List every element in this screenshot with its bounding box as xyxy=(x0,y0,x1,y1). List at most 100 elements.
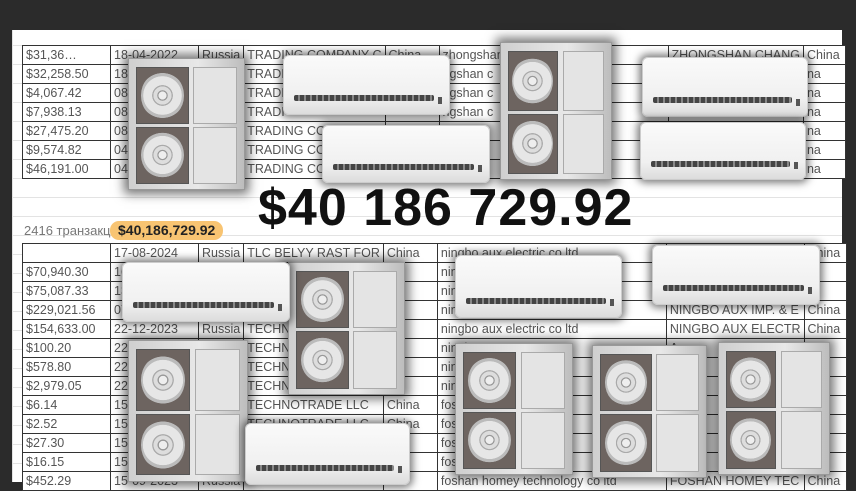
table-cell: $75,087.33 xyxy=(22,281,111,301)
outdoor-ac-unit-icon xyxy=(128,340,248,482)
table-cell: $6.14 xyxy=(22,395,111,415)
panel xyxy=(193,126,238,184)
table-cell: $7,938.13 xyxy=(22,102,111,122)
table-cell: China xyxy=(802,45,846,65)
panel xyxy=(193,66,238,124)
table-cell: $27,475.20 xyxy=(22,121,111,141)
outdoor-ac-unit-icon xyxy=(288,262,405,395)
panel xyxy=(353,331,398,389)
table-cell: $27.30 xyxy=(22,433,111,453)
vent xyxy=(650,160,791,167)
fan-icon xyxy=(725,411,777,469)
vent xyxy=(662,285,805,292)
table-cell: $46,191.00 xyxy=(22,159,111,179)
table-cell: na xyxy=(802,102,846,122)
table-cell: TLC BELYY RAST FOR xyxy=(243,243,384,263)
table-cell: China xyxy=(382,395,438,415)
fan-icon xyxy=(462,351,517,409)
fan-icon xyxy=(599,353,652,412)
wall-ac-unit-icon xyxy=(652,245,820,305)
table-cell: na xyxy=(802,64,846,84)
fan-icon xyxy=(136,349,191,411)
vent xyxy=(652,97,793,104)
fan-icon xyxy=(462,411,517,469)
panel xyxy=(520,351,566,409)
panel xyxy=(520,411,566,469)
table-cell: $4,067.42 xyxy=(22,83,111,103)
table-cell: China xyxy=(382,243,438,263)
wall-ac-unit-icon xyxy=(122,262,290,322)
indicator-light xyxy=(478,164,483,172)
outdoor-ac-unit-icon xyxy=(592,345,707,478)
table-cell: $9,574.82 xyxy=(22,140,111,160)
wall-ac-unit-icon xyxy=(640,122,806,180)
table-cell: $16.15 xyxy=(22,452,111,472)
table-cell: $100.20 xyxy=(22,338,111,358)
highlighted-total-cell: $40,186,729.92 xyxy=(110,221,224,240)
wall-ac-unit-icon xyxy=(642,57,808,117)
indicator-light xyxy=(796,98,801,106)
transaction-count-label: 2416 транзакц xyxy=(24,223,111,238)
table-cell: China xyxy=(803,319,847,339)
table-cell: China xyxy=(803,300,847,320)
table-cell: $32,258.50 xyxy=(22,64,111,84)
panel xyxy=(195,349,240,411)
table-cell: na xyxy=(802,140,846,160)
fan-icon xyxy=(135,66,189,124)
table-cell xyxy=(22,243,111,263)
outdoor-ac-unit-icon xyxy=(455,343,573,475)
table-row: $154,633.0022-12-2023RussiaTECHNaningbo … xyxy=(22,319,847,339)
wall-ac-unit-icon xyxy=(455,255,622,318)
table-cell: $2,979.05 xyxy=(22,376,111,396)
panel xyxy=(562,51,605,111)
vent xyxy=(293,95,435,102)
table-cell: $31,36… xyxy=(22,45,111,65)
indicator-light xyxy=(610,299,615,307)
outdoor-ac-unit-icon xyxy=(128,58,245,190)
indicator-light xyxy=(794,161,799,169)
panel xyxy=(656,414,700,472)
table-cell: $70,940.30 xyxy=(22,262,111,282)
fan-icon xyxy=(295,270,349,329)
panel xyxy=(780,411,823,469)
fan-icon xyxy=(507,51,559,111)
fan-icon xyxy=(507,113,559,174)
vent xyxy=(332,163,475,170)
indicator-light xyxy=(808,286,813,294)
outdoor-ac-unit-icon xyxy=(500,42,612,180)
wall-ac-unit-icon xyxy=(322,125,490,183)
table-cell: $578.80 xyxy=(22,357,111,377)
table-cell: Russia xyxy=(197,319,245,339)
table-cell: NINGBO AUX IMP. & E xyxy=(665,300,805,320)
vent xyxy=(255,464,395,471)
table-cell: 22-12-2023 xyxy=(110,319,199,339)
table-cell: $452.29 xyxy=(22,471,111,491)
table-cell: na xyxy=(802,83,846,103)
headline-total: $40 186 729.92 xyxy=(258,179,634,237)
panel xyxy=(780,350,823,409)
table-cell: na xyxy=(802,121,846,141)
fan-icon xyxy=(295,331,349,389)
indicator-light xyxy=(438,96,443,104)
table-cell: 17-08-2024 xyxy=(110,243,199,263)
vent xyxy=(465,297,607,304)
indicator-light xyxy=(398,466,403,474)
table-cell: NINGBO AUX ELECTR xyxy=(665,319,805,339)
table-cell: Russia xyxy=(197,243,245,263)
table-cell: TECHNOTRADE LLC xyxy=(243,395,384,415)
fan-icon xyxy=(599,414,652,472)
table-cell: ningbo aux electric co ltd xyxy=(436,319,667,339)
fan-icon xyxy=(136,413,191,476)
panel xyxy=(195,413,240,476)
table-cell: $2.52 xyxy=(22,414,111,434)
table-cell: $154,633.00 xyxy=(22,319,111,339)
indicator-light xyxy=(278,303,283,311)
panel xyxy=(562,113,605,174)
panel xyxy=(656,353,700,412)
table-cell: $229,021.56 xyxy=(22,300,111,320)
fan-icon xyxy=(135,126,189,184)
table-cell: na xyxy=(802,159,846,179)
wall-ac-unit-icon xyxy=(245,423,410,485)
fan-icon xyxy=(725,350,777,409)
outdoor-ac-unit-icon xyxy=(718,342,830,475)
